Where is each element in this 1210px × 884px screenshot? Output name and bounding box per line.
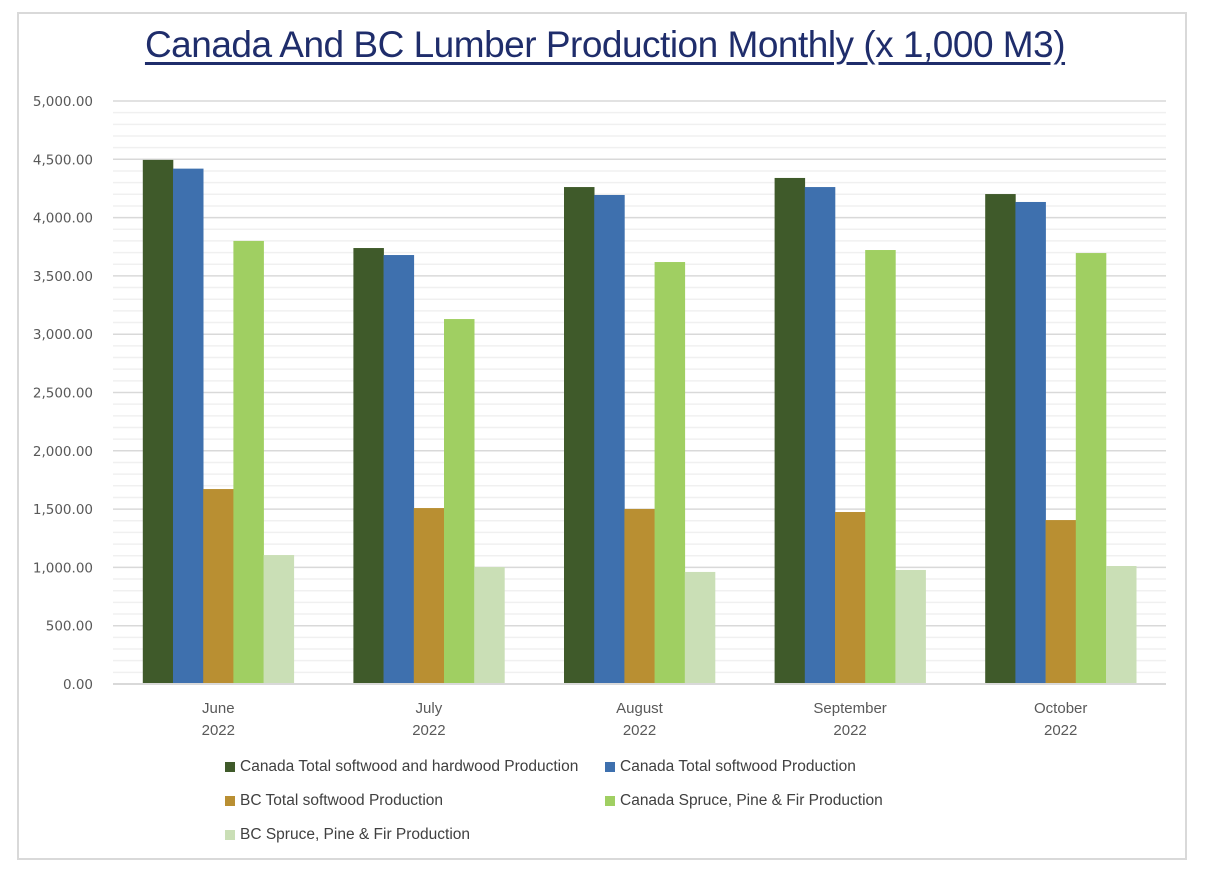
y-tick-label: 2,000.00 — [33, 444, 93, 460]
bar-bc-spruce-pine-fir-production-october — [1106, 566, 1137, 684]
bar-canada-total-softwood-production-july — [383, 255, 415, 684]
x-tick-year: 2022 — [623, 722, 656, 739]
bar-canada-total-softwood-and-hardwood-production-june — [142, 159, 174, 684]
x-tick-year: 2022 — [412, 722, 445, 739]
legend-label: Canada Spruce, Pine & Fir Production — [620, 792, 883, 809]
y-tick-label: 1,000.00 — [33, 560, 93, 576]
chart-title: Canada And BC Lumber Production Monthly … — [144, 24, 1066, 65]
bar-canada-spruce-pine-fir-production-september — [865, 250, 896, 684]
bar-canada-total-softwood-and-hardwood-production-august — [564, 187, 595, 685]
bar-bc-spruce-pine-fir-production-june — [263, 555, 295, 684]
bar-bc-total-softwood-production-august — [624, 508, 655, 684]
legend-label: BC Spruce, Pine & Fir Production — [240, 826, 471, 843]
bar-bc-spruce-pine-fir-production-august — [684, 571, 716, 684]
y-axis-tick-labels: 0.00 500.00 1,000.00 1,500.00 2,000.00 2,500.… — [33, 94, 93, 693]
y-tick-label: 3,000.00 — [33, 327, 93, 343]
x-tick-month: July — [416, 700, 443, 717]
x-tick-month: September — [813, 700, 886, 717]
legend-item: BC Total softwood Production — [225, 792, 443, 810]
bar-canada-spruce-pine-fir-production-october — [1075, 253, 1107, 685]
bar-canada-spruce-pine-fir-production-june — [233, 240, 264, 685]
y-tick-label: 1,500.00 — [33, 502, 93, 518]
y-tick-label: 4,500.00 — [33, 152, 93, 168]
x-tick-year: 2022 — [1044, 722, 1077, 739]
y-tick-label: 4,000.00 — [33, 211, 93, 227]
x-tick-month: October — [1034, 700, 1087, 717]
legend-label: BC Total softwood Production — [240, 792, 444, 809]
legend-label: Canada Total softwood and hardwood Produ… — [240, 758, 579, 775]
bar-bc-total-softwood-production-september — [835, 512, 866, 684]
legend-swatch — [225, 796, 235, 806]
x-axis-tick-labels: June 2022 July 2022 August 2022 September 2022 O… — [202, 700, 1088, 739]
x-tick-month: June — [202, 700, 235, 717]
bar-canada-total-softwood-production-october — [1015, 201, 1046, 685]
bar-bc-spruce-pine-fir-production-july — [474, 567, 505, 684]
bar-canada-total-softwood-and-hardwood-production-september — [774, 177, 806, 684]
y-tick-label: 2,500.00 — [33, 386, 93, 402]
legend-swatch — [225, 762, 235, 772]
legend-swatch — [605, 762, 615, 772]
y-tick-label: 500.00 — [46, 619, 93, 635]
legend-swatch — [605, 796, 615, 806]
legend-label: Canada Total softwood Production — [620, 758, 856, 775]
legend-item: BC Spruce, Pine & Fir Production — [225, 826, 470, 844]
y-tick-label: 0.00 — [63, 677, 93, 693]
bar-canada-total-softwood-and-hardwood-production-july — [353, 248, 384, 684]
legend-swatch — [225, 830, 235, 840]
x-tick-year: 2022 — [833, 722, 866, 739]
bar-bc-total-softwood-production-june — [203, 489, 234, 684]
bar-canada-spruce-pine-fir-production-july — [444, 319, 475, 684]
bar-canada-total-softwood-production-august — [594, 194, 625, 684]
bars — [142, 159, 1137, 685]
y-tick-label: 5,000.00 — [33, 94, 93, 110]
legend-item: Canada Spruce, Pine & Fir Production — [605, 792, 883, 810]
bar-bc-total-softwood-production-october — [1045, 520, 1077, 684]
bar-canada-total-softwood-production-june — [173, 168, 204, 685]
x-tick-year: 2022 — [202, 722, 235, 739]
bar-canada-spruce-pine-fir-production-august — [654, 262, 686, 684]
bar-canada-total-softwood-production-september — [804, 187, 836, 685]
bar-canada-total-softwood-and-hardwood-production-october — [985, 194, 1016, 684]
x-tick-month: August — [616, 700, 664, 717]
bar-bc-spruce-pine-fir-production-september — [895, 569, 926, 684]
bar-bc-total-softwood-production-july — [413, 508, 445, 684]
y-tick-label: 3,500.00 — [33, 269, 93, 285]
legend-item: Canada Total softwood and hardwood Produ… — [225, 758, 578, 776]
legend-item: Canada Total softwood Production — [605, 758, 856, 776]
